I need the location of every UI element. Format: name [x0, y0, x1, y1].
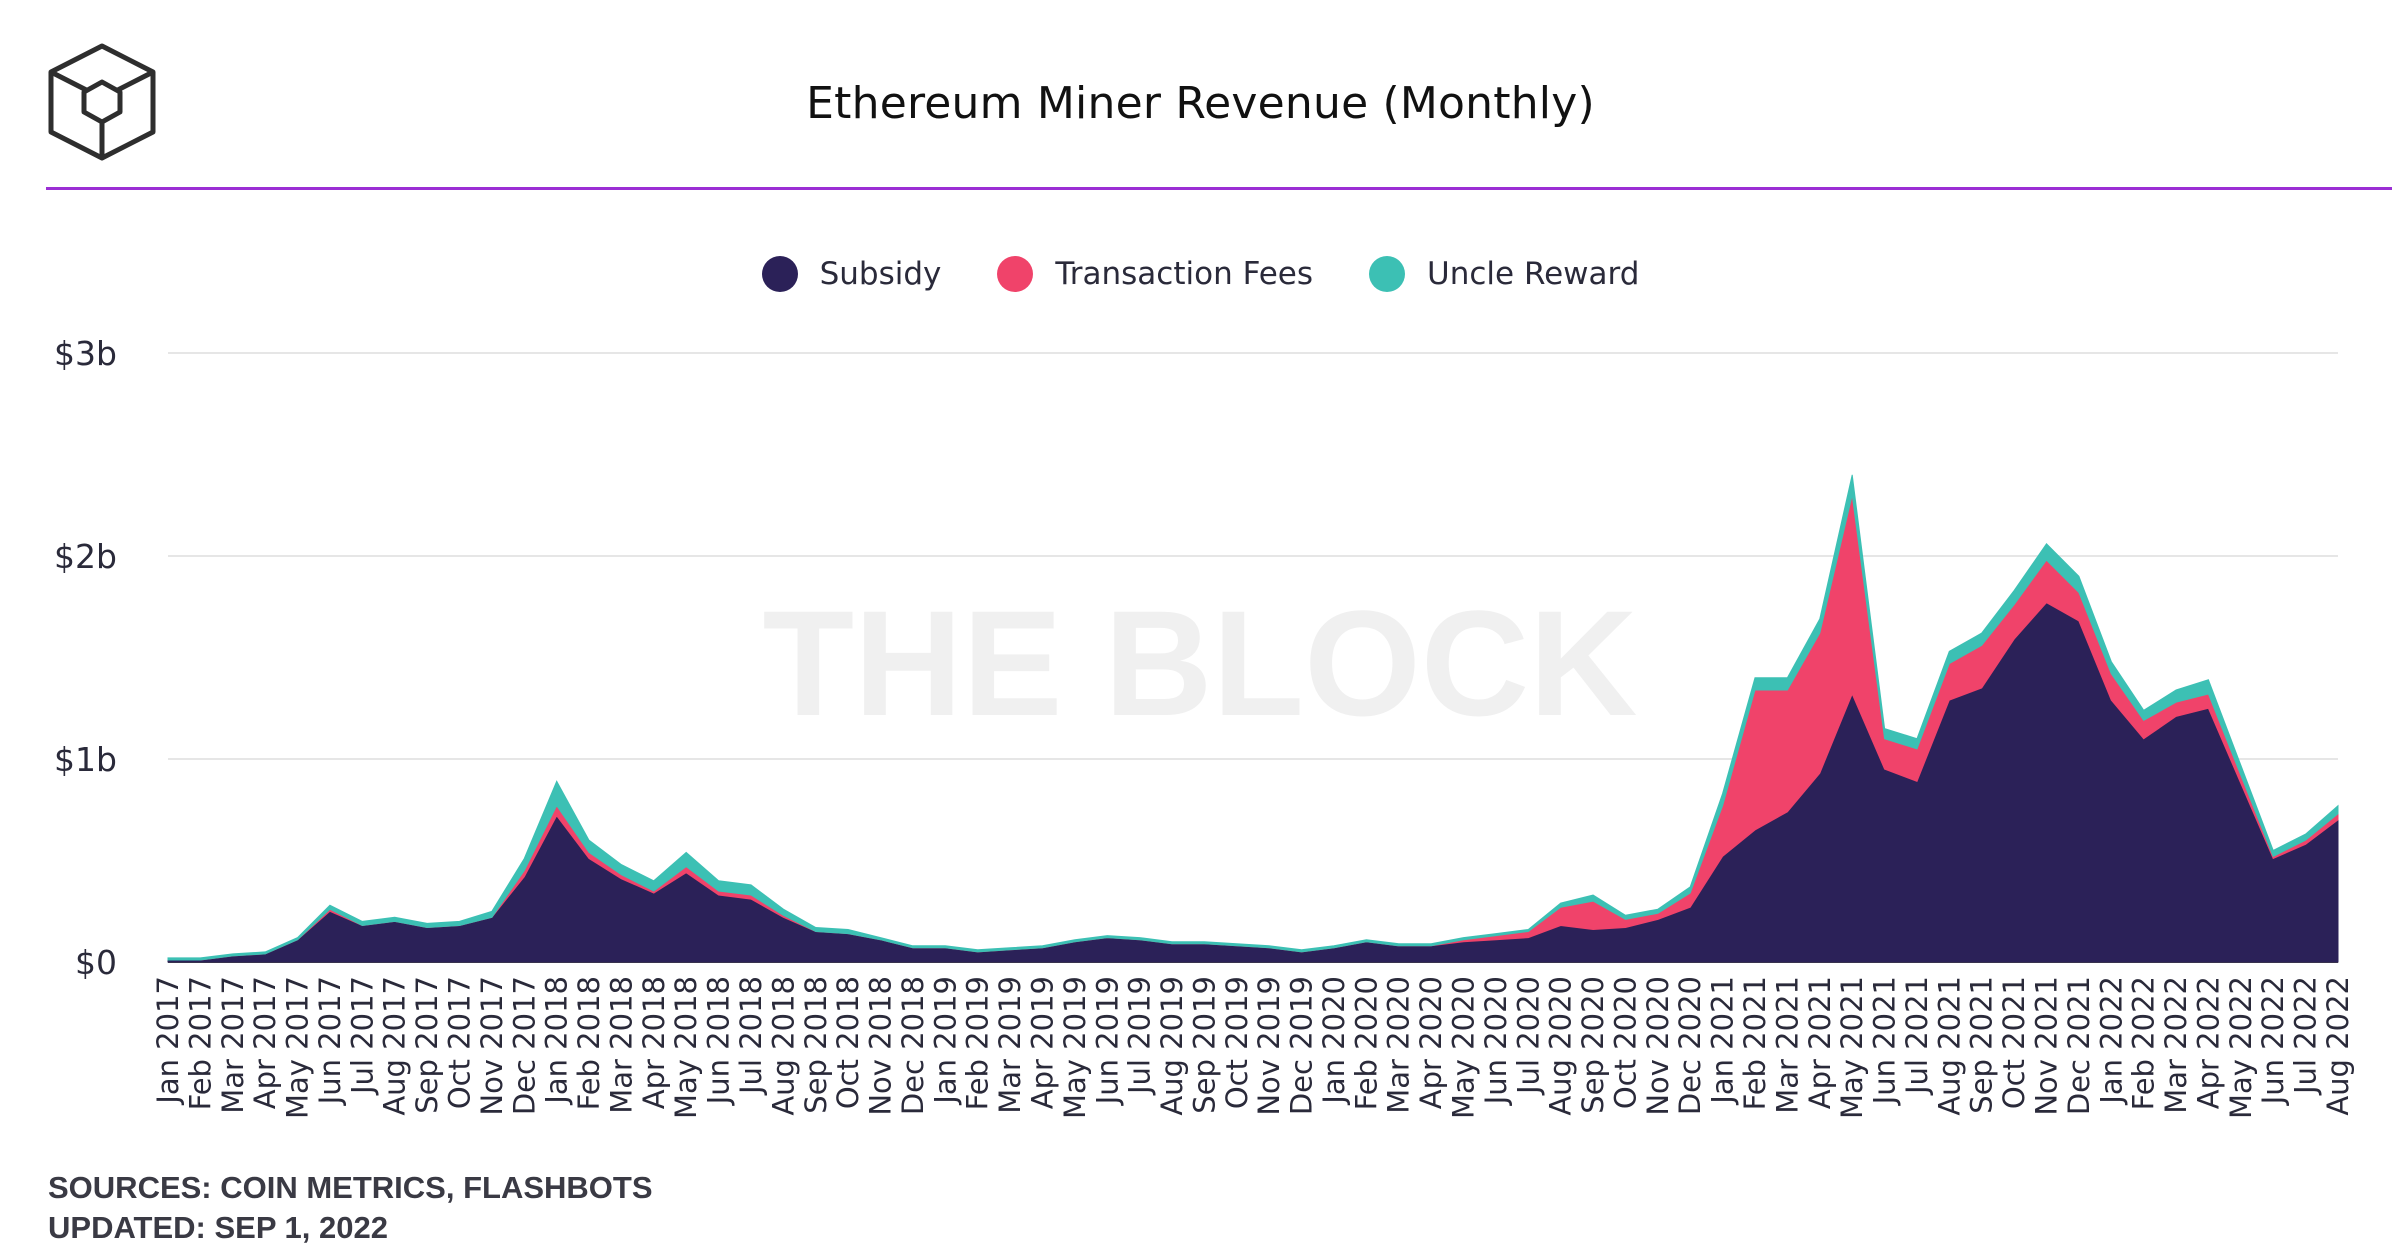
- x-tick-label: Apr 2017: [248, 976, 282, 1109]
- x-tick-label: Sep 2017: [410, 976, 444, 1114]
- x-tick-label: Jun 2021: [1868, 976, 1902, 1106]
- x-tick-label: Aug 2017: [378, 976, 412, 1116]
- x-tick-label: Aug 2021: [1932, 976, 1966, 1116]
- x-tick-label: Nov 2017: [475, 976, 509, 1116]
- header-divider: [46, 187, 2392, 190]
- area-uncle: [167, 474, 2339, 961]
- x-tick-label: Jan 2017: [151, 976, 185, 1106]
- x-tick-label: Feb 2021: [1738, 976, 1772, 1110]
- updated-text: UPDATED: SEP 1, 2022: [48, 1210, 388, 1245]
- legend-item-subsidy: Subsidy: [761, 256, 942, 292]
- x-tick-label: Feb 2017: [183, 976, 217, 1110]
- legend-swatch-uncle: [1369, 256, 1406, 292]
- sources-text: SOURCES: COIN METRICS, FLASHBOTS: [48, 1170, 653, 1205]
- x-tick-label: Apr 2022: [2191, 976, 2225, 1109]
- x-tick-label: Jul 2017: [345, 976, 379, 1096]
- page-title: Ethereum Miner Revenue (Monthly): [806, 78, 1595, 129]
- x-tick-label: Oct 2019: [1220, 976, 1254, 1109]
- x-tick-label: Aug 2019: [1155, 976, 1189, 1116]
- x-tick-label: Jan 2018: [540, 976, 574, 1106]
- x-tick-label: May 2017: [281, 976, 315, 1119]
- legend-label-fees: Transaction Fees: [1055, 256, 1314, 292]
- x-tick-label: Jul 2021: [1900, 976, 1934, 1096]
- legend-label-uncle: Uncle Reward: [1427, 256, 1640, 292]
- x-tick-label: Jan 2019: [928, 976, 962, 1106]
- legend-item-uncle: Uncle Reward: [1369, 256, 1639, 292]
- x-tick-label: Jun 2020: [1479, 976, 1513, 1106]
- x-tick-label: Jan 2020: [1317, 976, 1351, 1106]
- x-tick-label: Apr 2021: [1803, 976, 1837, 1109]
- x-tick-label: Mar 2019: [993, 976, 1027, 1114]
- series-areas: [167, 474, 2339, 963]
- x-tick-label: Feb 2018: [572, 976, 606, 1110]
- x-tick-label: Nov 2019: [1252, 976, 1286, 1116]
- x-tick-label: May 2021: [1835, 976, 1869, 1119]
- x-tick-label: Feb 2019: [961, 976, 995, 1110]
- cube-logo-icon: [48, 43, 156, 161]
- x-tick-label: Sep 2020: [1576, 976, 1610, 1114]
- y-tick-label: $2b: [54, 537, 117, 576]
- y-tick-label: $0: [75, 943, 117, 982]
- x-tick-label: Apr 2020: [1414, 976, 1448, 1109]
- x-tick-label: Dec 2020: [1673, 976, 1707, 1115]
- legend-item-fees: Transaction Fees: [997, 256, 1313, 292]
- x-tick-label: Jan 2021: [1706, 976, 1740, 1106]
- chart-footer: SOURCES: COIN METRICS, FLASHBOTS UPDATED…: [48, 1168, 653, 1248]
- x-tick-label: Aug 2018: [766, 976, 800, 1116]
- x-tick-label: May 2019: [1058, 976, 1092, 1119]
- x-tick-label: Oct 2017: [442, 976, 476, 1109]
- x-tick-label: Sep 2019: [1187, 976, 1221, 1114]
- x-tick-label: Apr 2018: [637, 976, 671, 1109]
- x-tick-label: Nov 2018: [864, 976, 898, 1116]
- chart-legend: Subsidy Transaction Fees Uncle Reward: [0, 256, 2401, 292]
- x-tick-label: Jun 2018: [702, 976, 736, 1106]
- x-tick-label: Feb 2020: [1349, 976, 1383, 1110]
- y-tick-label: $3b: [54, 334, 117, 373]
- x-tick-label: Dec 2019: [1285, 976, 1319, 1115]
- x-tick-label: Dec 2018: [896, 976, 930, 1115]
- watermark-text: THE BLOCK: [763, 579, 1638, 747]
- x-tick-label: Aug 2020: [1544, 976, 1578, 1116]
- x-tick-label: Oct 2021: [1997, 976, 2031, 1109]
- x-tick-label: Sep 2018: [799, 976, 833, 1114]
- x-tick-label: Jun 2017: [313, 976, 347, 1106]
- x-tick-label: Nov 2020: [1641, 976, 1675, 1116]
- x-tick-label: Jul 2018: [734, 976, 768, 1096]
- x-tick-label: May 2022: [2224, 976, 2258, 1119]
- x-tick-label: Aug 2022: [2321, 976, 2355, 1116]
- x-tick-label: Oct 2018: [831, 976, 865, 1109]
- y-axis: $0 $1b $2b $3b: [54, 334, 117, 982]
- x-tick-label: May 2018: [669, 976, 703, 1119]
- x-tick-label: Dec 2021: [2062, 976, 2096, 1115]
- x-tick-label: Jul 2019: [1123, 976, 1157, 1096]
- x-tick-label: Mar 2018: [604, 976, 638, 1114]
- x-tick-label: Mar 2020: [1382, 976, 1416, 1114]
- x-tick-label: Mar 2022: [2159, 976, 2193, 1114]
- x-tick-label: Jan 2022: [2094, 976, 2128, 1106]
- x-tick-label: Jul 2020: [1511, 976, 1545, 1096]
- x-tick-label: Mar 2017: [216, 976, 250, 1114]
- x-tick-label: Jun 2022: [2256, 976, 2290, 1106]
- x-tick-label: May 2020: [1447, 976, 1481, 1119]
- y-tick-label: $1b: [54, 740, 117, 779]
- legend-label-subsidy: Subsidy: [819, 256, 942, 292]
- x-tick-label: Mar 2021: [1770, 976, 1804, 1114]
- x-tick-label: Jun 2019: [1090, 976, 1124, 1106]
- x-tick-label: Nov 2021: [2030, 976, 2064, 1116]
- x-tick-label: Sep 2021: [1965, 976, 1999, 1114]
- legend-swatch-fees: [997, 256, 1034, 292]
- x-tick-label: Feb 2022: [2127, 976, 2161, 1110]
- x-tick-label: Oct 2020: [1608, 976, 1642, 1109]
- legend-swatch-subsidy: [761, 256, 798, 292]
- x-tick-label: Dec 2017: [507, 976, 541, 1115]
- x-tick-label: Jul 2022: [2289, 976, 2323, 1096]
- x-tick-label: Apr 2019: [1025, 976, 1059, 1109]
